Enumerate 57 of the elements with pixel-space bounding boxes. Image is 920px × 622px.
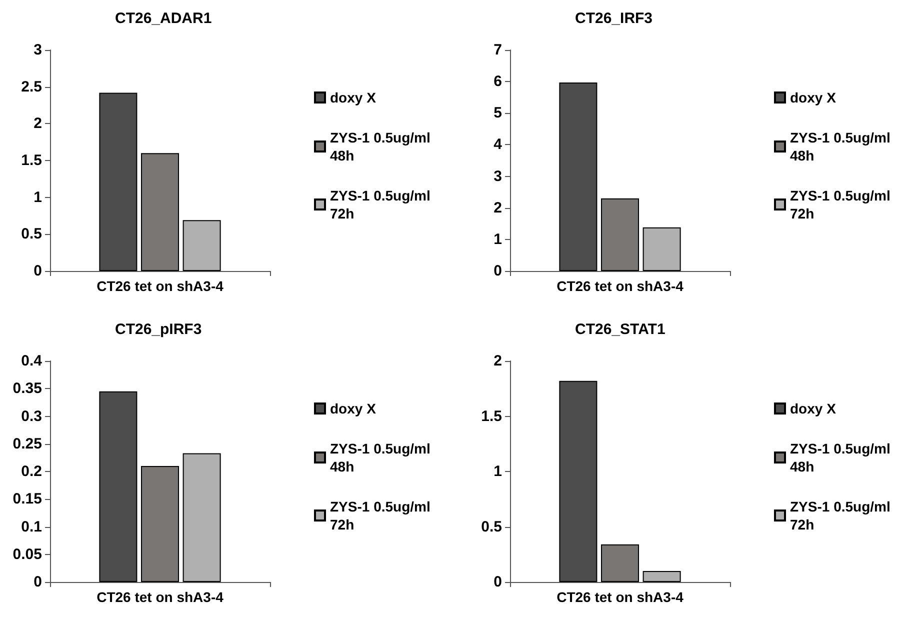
y-tick-label: 0 bbox=[34, 262, 42, 280]
legend-label: ZYS-1 0.5ug/ml 72h bbox=[790, 498, 894, 532]
y-tick-label: 0.5 bbox=[21, 226, 42, 243]
legend-label: ZYS-1 0.5ug/ml 72h bbox=[790, 188, 894, 222]
y-tick-label: 1 bbox=[494, 463, 502, 480]
y-tick-label: 2 bbox=[494, 352, 502, 370]
legend-label: doxy X bbox=[330, 400, 377, 416]
bar bbox=[141, 466, 179, 582]
bar bbox=[601, 544, 639, 582]
y-tick-label: 0 bbox=[34, 574, 42, 590]
x-tick-label: CT26 tet on shA3-4 bbox=[96, 278, 224, 294]
legend-label: doxy X bbox=[330, 90, 377, 106]
y-tick-label: 0.35 bbox=[12, 380, 42, 398]
legend-label: doxy X bbox=[790, 90, 837, 106]
x-tick-label: CT26 tet on shA3-4 bbox=[556, 589, 684, 605]
y-tick-label: 3 bbox=[494, 168, 502, 185]
y-tick-label: 0.2 bbox=[21, 463, 42, 480]
chart-title: CT26_ADAR1 bbox=[115, 10, 212, 27]
y-tick-label: 0.05 bbox=[12, 546, 42, 563]
y-tick-label: 0.3 bbox=[21, 408, 42, 425]
y-tick-label: 4 bbox=[494, 136, 503, 154]
y-tick-label: 1 bbox=[34, 188, 42, 206]
y-tick-label: 0 bbox=[494, 262, 502, 280]
x-tick-label: CT26 tet on shA3-4 bbox=[96, 589, 224, 605]
bar bbox=[141, 153, 179, 271]
y-tick-label: 0.25 bbox=[12, 435, 42, 452]
y-tick-label: 1 bbox=[494, 230, 502, 248]
x-tick-label: CT26 tet on shA3-4 bbox=[556, 278, 684, 294]
y-tick-label: 1.5 bbox=[481, 408, 502, 425]
y-tick-label: 0.1 bbox=[21, 518, 42, 536]
y-tick-label: 0.4 bbox=[21, 352, 43, 370]
chart-title: CT26_IRF3 bbox=[575, 10, 653, 27]
chart-title: CT26_pIRF3 bbox=[115, 321, 202, 338]
y-tick-label: 0 bbox=[494, 574, 502, 590]
legend-label: ZYS-1 0.5ug/ml 48h bbox=[330, 130, 434, 164]
y-tick-label: 2 bbox=[34, 115, 42, 132]
y-tick-label: 2 bbox=[494, 199, 502, 216]
legend-label: ZYS-1 0.5ug/ml 48h bbox=[330, 440, 434, 474]
y-tick-label: 3 bbox=[34, 42, 42, 58]
y-tick-label: 2.5 bbox=[21, 78, 42, 96]
y-tick-label: 6 bbox=[494, 73, 502, 90]
legend-label: doxy X bbox=[790, 400, 837, 416]
y-tick-label: 5 bbox=[494, 104, 502, 122]
y-tick-label: 0.5 bbox=[481, 518, 502, 536]
legend-label: ZYS-1 0.5ug/ml 48h bbox=[790, 130, 894, 164]
y-tick-label: 7 bbox=[494, 42, 502, 58]
bar bbox=[601, 198, 639, 271]
chart-title: CT26_STAT1 bbox=[575, 321, 666, 338]
y-tick-label: 1.5 bbox=[21, 152, 42, 169]
legend-label: ZYS-1 0.5ug/ml 72h bbox=[330, 188, 434, 222]
bar bbox=[182, 453, 221, 582]
bar bbox=[642, 227, 681, 271]
legend-label: ZYS-1 0.5ug/ml 72h bbox=[330, 498, 434, 532]
bar bbox=[182, 220, 221, 271]
y-tick-label: 0.15 bbox=[12, 490, 42, 508]
bar bbox=[642, 570, 681, 582]
legend-label: ZYS-1 0.5ug/ml 48h bbox=[790, 440, 894, 474]
